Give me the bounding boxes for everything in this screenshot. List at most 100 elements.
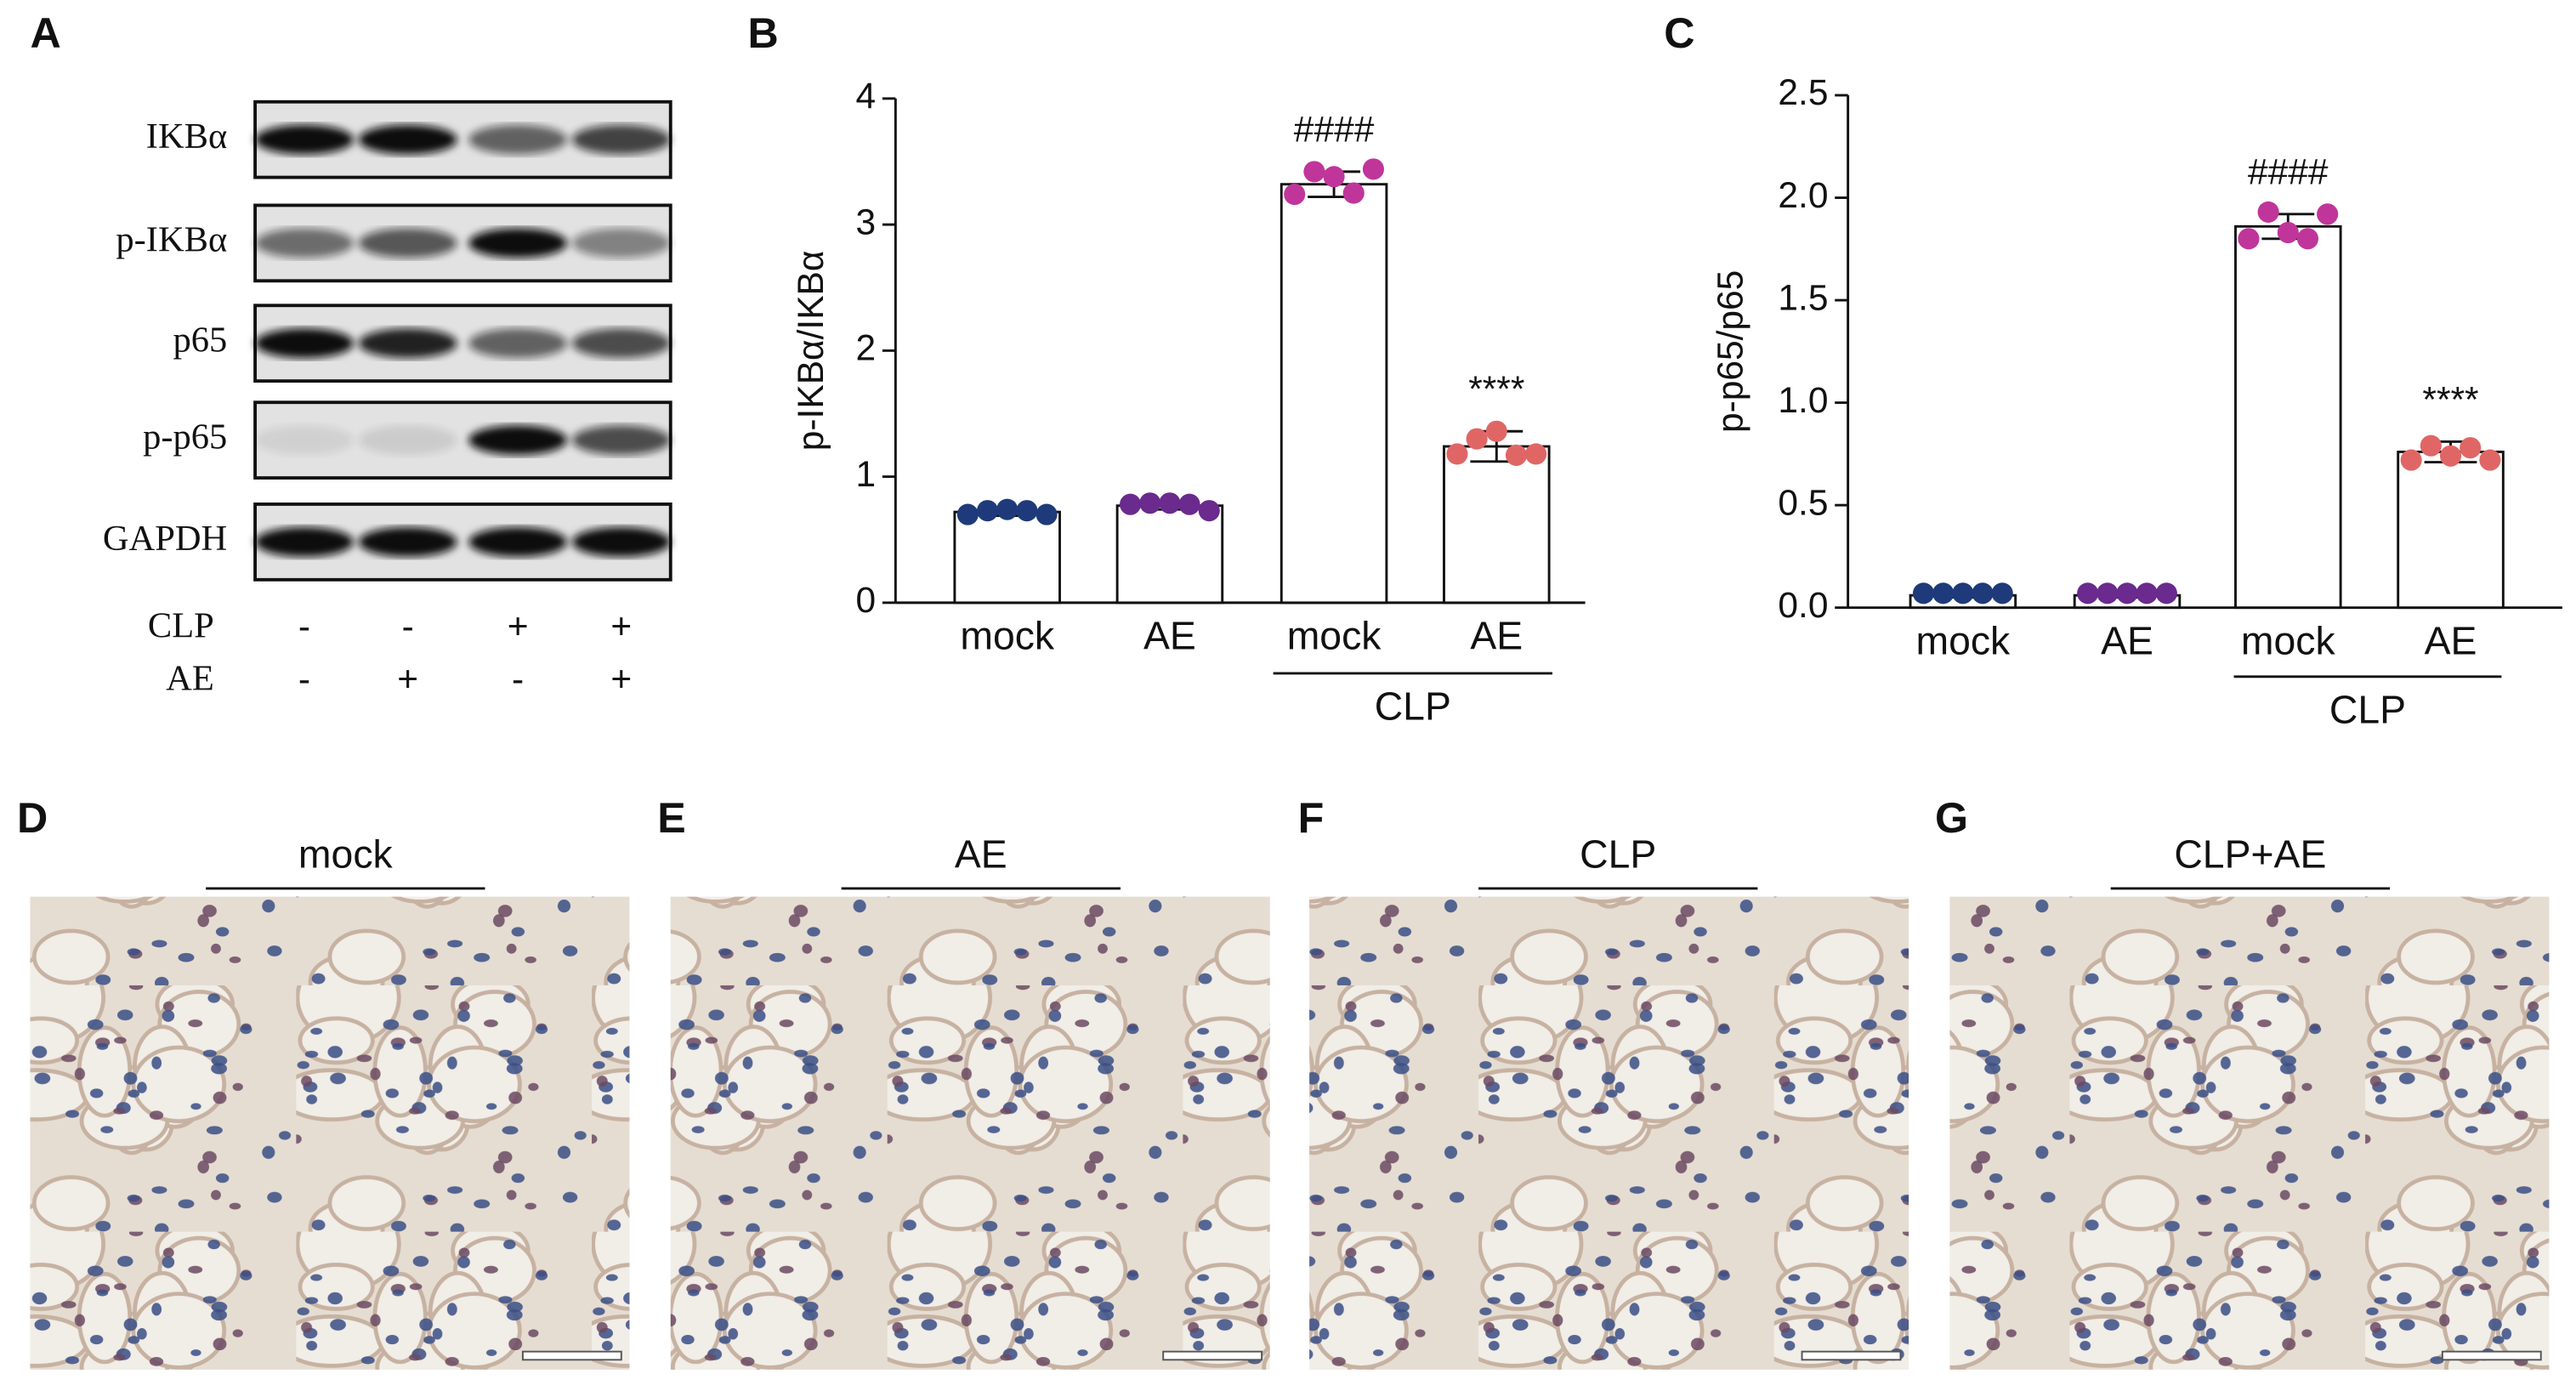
blot-band xyxy=(255,425,354,456)
blot-band xyxy=(571,527,671,557)
data-point xyxy=(2317,203,2339,225)
condition-sign: + xyxy=(610,607,632,647)
condition-sign: - xyxy=(512,660,524,700)
blot-band xyxy=(468,527,568,557)
data-point xyxy=(2097,582,2119,605)
data-point xyxy=(2238,228,2260,250)
y-axis-label: p-p65/p65 xyxy=(1711,270,1751,433)
condition-sign: + xyxy=(397,660,418,700)
data-point xyxy=(1284,184,1306,206)
y-tick-label: 2.5 xyxy=(1778,73,1828,113)
group-label: CLP xyxy=(2329,688,2406,732)
data-point xyxy=(2077,582,2099,605)
panel-letter: G xyxy=(1935,794,1968,842)
scale-bar xyxy=(1162,1350,1263,1361)
data-point xyxy=(1446,443,1468,465)
data-point xyxy=(2460,437,2482,459)
data-point xyxy=(2420,434,2442,457)
significance: **** xyxy=(1468,370,1524,410)
data-point xyxy=(2277,221,2299,244)
scale-bar xyxy=(1801,1350,1902,1361)
data-point xyxy=(956,503,979,525)
blot-band xyxy=(358,124,457,155)
histology-title: AE xyxy=(955,832,1007,877)
data-point xyxy=(1485,420,1507,442)
data-point xyxy=(1932,582,1955,605)
condition-sign: - xyxy=(402,607,414,647)
scale-bar xyxy=(2441,1350,2542,1361)
y-tick-label: 2.0 xyxy=(1778,176,1828,216)
histology-image xyxy=(670,896,1270,1370)
data-point xyxy=(2400,449,2422,471)
data-point xyxy=(1972,582,1994,605)
y-tick-label: 0.5 xyxy=(1778,483,1828,523)
data-point xyxy=(1303,161,1325,183)
bar xyxy=(2234,224,2342,610)
bar xyxy=(1115,504,1224,605)
condition-sign: + xyxy=(610,660,632,700)
blot-band xyxy=(255,328,354,359)
significance: #### xyxy=(2248,153,2329,193)
data-point xyxy=(1323,166,1345,188)
condition-sign: - xyxy=(298,660,310,700)
bar xyxy=(953,510,1061,605)
data-point xyxy=(1952,582,1974,605)
significance: #### xyxy=(1294,111,1375,150)
x-tick-label: mock xyxy=(1287,614,1382,658)
histology-image xyxy=(1309,896,1909,1370)
blot-band xyxy=(468,124,568,155)
y-axis-label: p-IKBα/IKBα xyxy=(792,251,831,451)
data-point xyxy=(1362,158,1384,180)
y-tick-label: 1.0 xyxy=(1778,381,1828,421)
data-point xyxy=(2479,449,2501,471)
bar xyxy=(2397,451,2505,610)
condition-sign: + xyxy=(508,607,529,647)
blot-band xyxy=(571,425,671,456)
y-tick-label: 1.5 xyxy=(1778,278,1828,318)
data-point xyxy=(976,500,999,522)
x-tick-label: AE xyxy=(1143,614,1196,658)
y-tick-label: 0 xyxy=(856,581,877,621)
y-tick-label: 2 xyxy=(856,329,877,369)
panel-letter: B xyxy=(748,9,779,57)
x-tick-label: mock xyxy=(960,614,1055,658)
data-point xyxy=(1036,503,1058,525)
data-point xyxy=(1016,500,1038,522)
data-point xyxy=(1912,582,1935,605)
data-point xyxy=(2257,201,2279,223)
blot-row-label: p-IKBα xyxy=(116,220,227,260)
blot-row-label: p65 xyxy=(173,320,228,360)
blot-band xyxy=(255,228,354,258)
x-tick-label: mock xyxy=(1915,618,2011,662)
significance: **** xyxy=(2422,380,2478,420)
blot-band xyxy=(468,228,568,258)
x-tick-label: mock xyxy=(2241,618,2336,662)
data-point xyxy=(996,498,1018,520)
blot-band xyxy=(468,328,568,359)
data-point xyxy=(2155,582,2177,605)
blot-band xyxy=(358,228,457,258)
data-point xyxy=(1525,443,1547,465)
histology-image xyxy=(1949,896,2550,1370)
blot-band xyxy=(468,425,568,456)
blot-band xyxy=(571,328,671,359)
data-point xyxy=(1991,582,2013,605)
blot-row-label: p-p65 xyxy=(143,417,227,457)
blot-band xyxy=(358,527,457,557)
x-tick-label: AE xyxy=(1470,614,1523,658)
bar xyxy=(1443,445,1551,605)
y-tick-label: 1 xyxy=(856,455,877,495)
data-point xyxy=(1178,493,1200,515)
panel-letter: C xyxy=(1664,9,1694,57)
histology-title: CLP+AE xyxy=(2174,832,2326,877)
blot-row-label: IKBα xyxy=(146,116,227,156)
scale-bar xyxy=(521,1350,622,1361)
data-point xyxy=(1505,444,1528,466)
panel-letter: D xyxy=(17,794,48,842)
x-tick-label: AE xyxy=(2101,618,2153,662)
data-point xyxy=(2136,582,2158,605)
data-point xyxy=(1159,492,1181,514)
data-point xyxy=(1198,500,1220,522)
